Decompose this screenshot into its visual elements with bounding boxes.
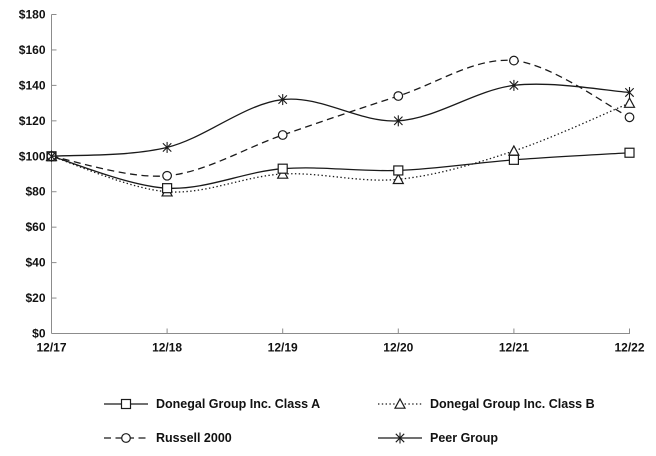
y-axis-tick-label: $160 <box>19 43 46 57</box>
triangle-marker <box>393 397 407 409</box>
circle-marker <box>277 130 288 140</box>
cumulative-total-return-line-chart: $0 $20 $40 $60 $80 $100 $120 $140 $160 $180 12/17 1… <box>19 8 645 355</box>
x-axis-tick-label: 12/22 <box>614 341 644 355</box>
y-axis-tick-label: $60 <box>25 220 45 234</box>
triangle-marker <box>623 96 636 108</box>
asterisk-stroke <box>162 142 172 153</box>
asterisk-stroke <box>393 116 403 126</box>
y-axis-tick-label: $100 <box>19 149 46 163</box>
asterisk-stroke <box>509 80 519 90</box>
y-axis-tick-label: $40 <box>25 256 45 270</box>
legend-sample-asterisk-solid-line <box>378 432 422 444</box>
legend-label: Donegal Group Inc. Class A <box>156 397 321 411</box>
circle-marker <box>393 91 404 101</box>
x-axis-tick-label: 12/17 <box>36 341 66 355</box>
circle-marker <box>162 170 173 181</box>
asterisk-marker <box>624 86 635 98</box>
series-line-donegal-group-inc-class-b <box>51 102 630 193</box>
series-markers-donegal-group-inc-class-b <box>45 96 636 197</box>
x-axis-tick-label: 12/19 <box>268 341 298 355</box>
square-marker <box>393 165 404 176</box>
circle-marker <box>624 112 635 123</box>
series-markers-peer-group <box>46 79 635 162</box>
square-marker <box>120 398 132 410</box>
asterisk-marker <box>162 141 172 153</box>
legend-sample-triangle-dotted-line <box>378 397 422 409</box>
legend-label: Donegal Group Inc. Class B <box>430 397 595 411</box>
legend-item-peer-group: Peer Group <box>377 430 498 446</box>
x-axis-tick-label: 12/18 <box>152 341 182 355</box>
square-marker <box>624 147 635 158</box>
asterisk-stroke <box>395 433 405 443</box>
asterisk-stroke <box>624 87 635 98</box>
asterisk-stroke <box>46 151 57 161</box>
legend-item-donegal-class-b: Donegal Group Inc. Class B <box>377 396 595 412</box>
x-axis-tick-label: 12/20 <box>383 341 413 355</box>
y-axis-tick-label: $20 <box>25 291 45 305</box>
square-marker <box>508 154 519 165</box>
y-axis-tick-label: $140 <box>19 78 46 92</box>
asterisk-marker <box>46 150 57 162</box>
triangle-marker <box>507 144 520 156</box>
asterisk-stroke <box>278 94 288 105</box>
asterisk-marker <box>509 79 519 91</box>
series-markers-russell-2000 <box>46 55 635 181</box>
circle-marker <box>509 55 519 66</box>
y-axis-tick-label: $120 <box>19 114 46 128</box>
asterisk-marker <box>393 115 403 127</box>
legend-sample-square-solid-line <box>104 398 148 410</box>
series-line-russell-2000 <box>51 59 630 177</box>
triangle-marker <box>392 173 405 185</box>
asterisk-marker <box>395 432 405 444</box>
y-axis-tick-label: $80 <box>25 185 45 199</box>
circle-marker <box>121 433 131 443</box>
y-axis-tick-label: $0 <box>32 327 46 341</box>
square-marker <box>277 163 288 174</box>
asterisk-marker <box>278 94 288 106</box>
legend-label: Russell 2000 <box>156 431 232 445</box>
square-marker <box>162 183 173 194</box>
asterisk-stroke <box>395 433 405 443</box>
y-axis-tick-label: $180 <box>19 8 46 22</box>
legend-sample-circle-dashed-line <box>104 433 148 443</box>
series-line-peer-group <box>51 83 630 157</box>
x-axis-tick-label: 12/21 <box>499 341 529 355</box>
legend-item-donegal-class-a: Donegal Group Inc. Class A <box>103 396 320 412</box>
legend-item-russell-2000: Russell 2000 <box>103 430 232 446</box>
series-line-donegal-group-inc-class-a <box>51 152 630 189</box>
legend-label: Peer Group <box>430 431 499 445</box>
